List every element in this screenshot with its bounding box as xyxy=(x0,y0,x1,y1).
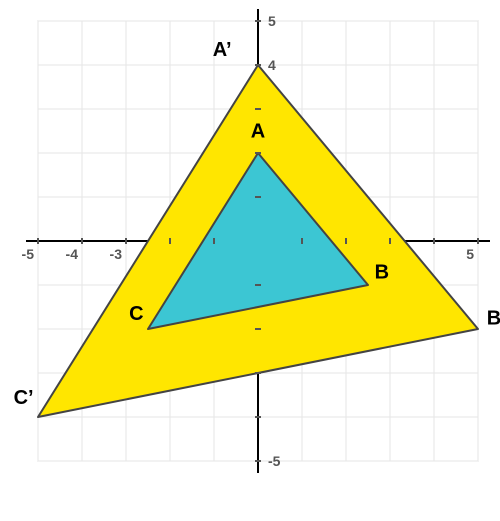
x-tick-label: -3 xyxy=(110,246,123,262)
x-tick-label: -4 xyxy=(66,246,79,262)
dilation-diagram: -5 -4 -3 5 5 4 -5 A’ B’ C’ A B C xyxy=(0,0,500,521)
x-tick-label: -5 xyxy=(22,246,35,262)
y-tick-label: 4 xyxy=(268,57,276,73)
vertex-label: A xyxy=(251,121,265,143)
y-tick-label: -5 xyxy=(268,453,281,469)
vertex-label: C xyxy=(129,303,143,325)
vertex-label: B xyxy=(375,261,389,283)
diagram-container: -5 -4 -3 5 5 4 -5 A’ B’ C’ A B C xyxy=(0,0,500,521)
vertex-label: B’ xyxy=(487,308,500,330)
vertex-label: A’ xyxy=(213,39,232,61)
x-tick-label: 5 xyxy=(466,246,474,262)
y-tick-label: 5 xyxy=(268,13,276,29)
vertex-label: C’ xyxy=(14,387,34,409)
